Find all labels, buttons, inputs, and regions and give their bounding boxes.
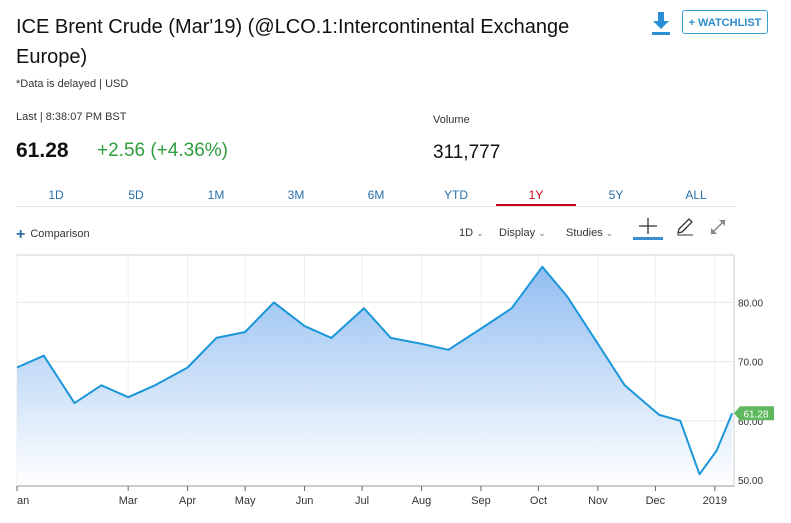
display-label: Display (499, 227, 536, 239)
x-tick-label: May (235, 495, 256, 507)
tab-1d[interactable]: 1D (48, 188, 64, 202)
x-tick-label: Mar (119, 495, 138, 507)
tab-6m[interactable]: 6M (367, 188, 385, 202)
price-chart-svg: 50.00 60.00 70.00 80.00 an Mar Apr May Jun Jul Aug… (16, 254, 774, 507)
comparison-button[interactable]: + Comparison (16, 226, 90, 244)
x-tick-label: 2019 (703, 495, 727, 507)
time-range-tabs: 1D 5D 1M 3M 6M YTD 1Y 5Y ALL (16, 184, 736, 207)
tab-1y[interactable]: 1Y (496, 184, 576, 206)
crosshair-icon[interactable] (633, 215, 663, 240)
last-value-label: 61.28 (743, 409, 768, 420)
x-tick-label: Oct (530, 495, 547, 507)
tab-all[interactable]: ALL (685, 188, 707, 202)
price-area (17, 266, 733, 486)
interval-label: 1D (459, 227, 474, 239)
tab-ytd[interactable]: YTD (444, 188, 468, 202)
y-tick-label: 50.00 (738, 476, 763, 487)
studies-dropdown[interactable]: Studies ⌄ (566, 227, 613, 239)
comparison-label: Comparison (30, 228, 90, 240)
volume-value: 311,777 (433, 142, 501, 163)
display-dropdown[interactable]: Display ⌄ (499, 227, 546, 239)
page-title: ICE Brent Crude (Mar'19) (@LCO.1:Interco… (16, 16, 570, 68)
y-tick-label: 80.00 (738, 298, 763, 309)
x-tick-label: Jul (355, 495, 369, 507)
x-tick-label: Jun (296, 495, 314, 507)
x-tick-label: Sep (471, 495, 491, 507)
volume-label: Volume (433, 114, 470, 126)
x-tick-label: Nov (588, 495, 608, 507)
plus-icon: + (16, 226, 26, 243)
download-icon[interactable] (650, 10, 674, 36)
studies-label: Studies (566, 227, 603, 239)
chevron-down-icon: ⌄ (605, 228, 614, 238)
x-tick-label: Apr (179, 495, 196, 507)
chevron-down-icon: ⌄ (538, 228, 546, 238)
y-tick-label: 70.00 (738, 358, 763, 369)
x-tick-label: Dec (646, 495, 666, 507)
last-price: 61.28 (16, 139, 69, 162)
tab-3m[interactable]: 3M (287, 188, 305, 202)
interval-dropdown[interactable]: 1D ⌄ (459, 227, 484, 239)
chevron-down-icon: ⌄ (476, 228, 484, 238)
pencil-icon[interactable] (674, 216, 696, 238)
price-chart[interactable]: 50.00 60.00 70.00 80.00 an Mar Apr May Jun Jul Aug… (16, 254, 776, 521)
last-value-badge (734, 406, 774, 421)
data-delayed-note: *Data is delayed | USD (16, 78, 129, 90)
x-tick-label: an (17, 495, 29, 507)
x-tick-label: Aug (412, 495, 432, 507)
add-to-watchlist-button[interactable]: + WATCHLIST (682, 10, 768, 34)
tab-1m[interactable]: 1M (207, 188, 225, 202)
tab-5y[interactable]: 5Y (608, 188, 624, 202)
last-trade-label: Last | 8:38:07 PM BST (16, 111, 127, 123)
expand-icon[interactable] (706, 216, 730, 238)
tab-5d[interactable]: 5D (128, 188, 144, 202)
y-tick-label: 60.00 (738, 417, 763, 428)
price-change: +2.56 (+4.36%) (97, 140, 228, 161)
